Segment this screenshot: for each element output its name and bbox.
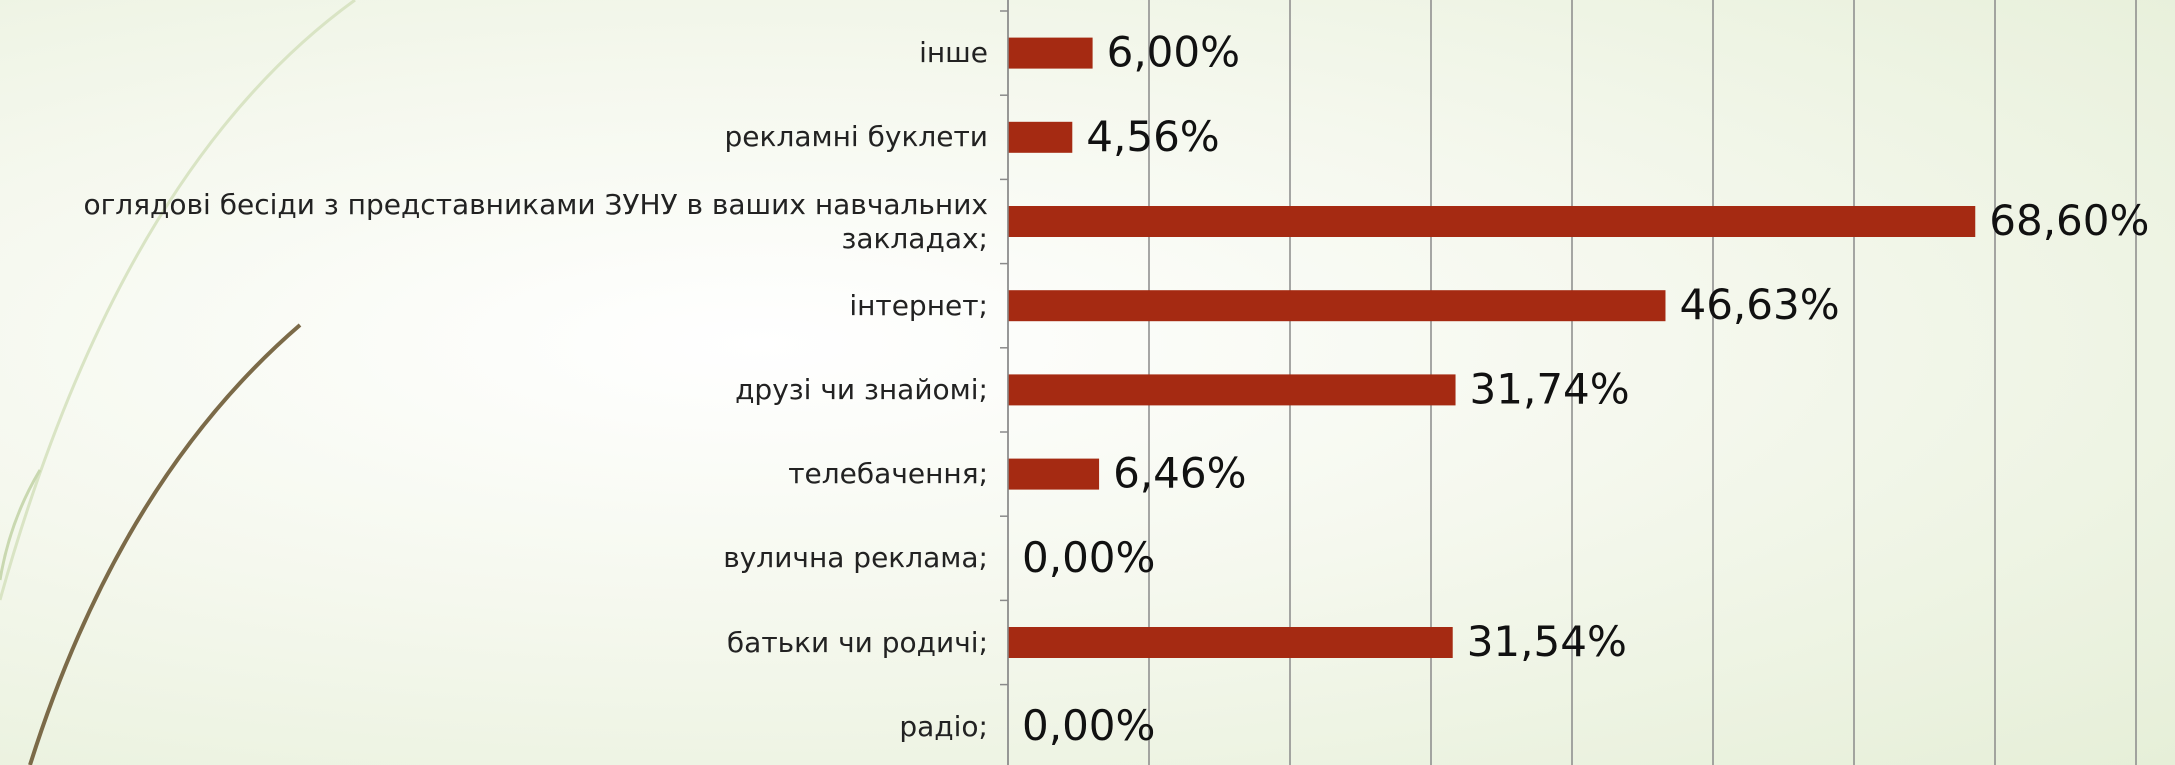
- bar: [1008, 206, 1975, 237]
- slide: 6,00% 4,56% 68,60% 46,63% 31,74% 6,46% 0,00% 31…: [0, 0, 2175, 765]
- y-tick-label: друзі чи знайомі;: [8, 373, 988, 407]
- bar: [1008, 290, 1665, 321]
- data-label: 68,60%: [1989, 196, 2149, 245]
- y-tick-label: батьки чи родичі;: [8, 626, 988, 660]
- y-tick-label: інтернет;: [8, 289, 988, 323]
- data-label: 4,56%: [1086, 112, 1219, 161]
- bar: [1008, 122, 1072, 153]
- bar: [1008, 627, 1453, 658]
- y-tick-label: вулична реклама;: [8, 541, 988, 575]
- data-label: 0,00%: [1022, 533, 1155, 582]
- bar: [1008, 459, 1099, 490]
- data-label: 31,54%: [1467, 617, 1627, 666]
- y-tick-label: телебачення;: [8, 457, 988, 491]
- y-tick-label: радіо;: [8, 710, 988, 744]
- data-label: 31,74%: [1470, 364, 1630, 413]
- data-label: 6,46%: [1113, 449, 1246, 498]
- y-tick-label: рекламні буклети: [8, 120, 988, 154]
- data-label: 46,63%: [1679, 280, 1839, 329]
- bar: [1008, 374, 1456, 405]
- bar: [1008, 38, 1093, 69]
- y-tick-label: інше: [8, 36, 988, 70]
- y-tick-label: оглядові бесіди з представниками ЗУНУ в …: [8, 188, 988, 256]
- data-label: 6,00%: [1107, 28, 1240, 77]
- data-label: 0,00%: [1022, 701, 1155, 750]
